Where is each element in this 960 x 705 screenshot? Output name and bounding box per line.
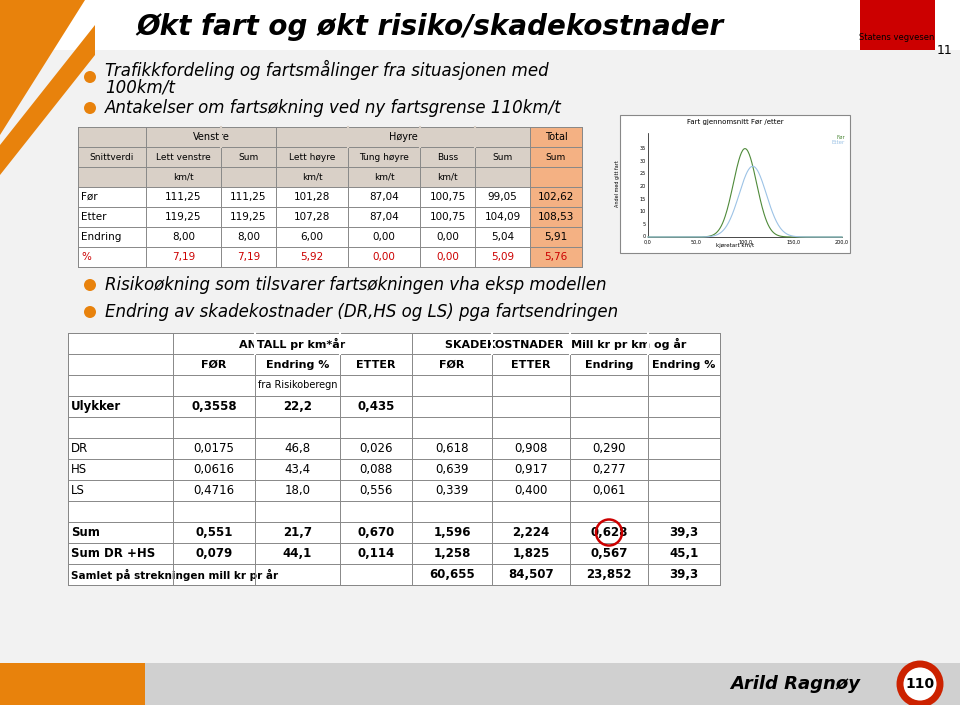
Text: 101,28: 101,28 — [294, 192, 330, 202]
Text: SKADEKOSTNADER  Mill kr pr km og år: SKADEKOSTNADER Mill kr pr km og år — [445, 338, 686, 350]
Text: Endring %: Endring % — [266, 360, 329, 369]
Text: Sum: Sum — [546, 152, 566, 161]
Text: 22,2: 22,2 — [283, 400, 312, 413]
Text: Venstre: Venstre — [193, 132, 229, 142]
Text: Sum: Sum — [71, 526, 100, 539]
Text: 43,4: 43,4 — [284, 463, 311, 476]
Text: 5,91: 5,91 — [544, 232, 567, 242]
Text: 0,551: 0,551 — [195, 526, 232, 539]
Text: 0,290: 0,290 — [592, 442, 626, 455]
Text: 0,908: 0,908 — [515, 442, 548, 455]
FancyBboxPatch shape — [0, 0, 960, 50]
Text: 0,3558: 0,3558 — [191, 400, 237, 413]
Text: FØR: FØR — [202, 360, 227, 369]
Text: 20: 20 — [639, 184, 646, 189]
Text: Sum: Sum — [492, 152, 513, 161]
Text: 1,258: 1,258 — [433, 547, 470, 560]
Text: 39,3: 39,3 — [669, 526, 699, 539]
Text: 100km/t: 100km/t — [105, 78, 175, 96]
FancyBboxPatch shape — [530, 167, 582, 187]
Text: 0,339: 0,339 — [435, 484, 468, 497]
Text: Antakelser om fartsøkning ved ny fartsgrense 110km/t: Antakelser om fartsøkning ved ny fartsgr… — [105, 99, 562, 117]
Circle shape — [84, 306, 96, 318]
Text: 102,62: 102,62 — [538, 192, 574, 202]
Text: 0,628: 0,628 — [590, 526, 628, 539]
Text: LS: LS — [71, 484, 84, 497]
Text: km/t: km/t — [301, 173, 323, 181]
FancyBboxPatch shape — [78, 127, 582, 267]
Text: 23,852: 23,852 — [587, 568, 632, 581]
Text: km/t: km/t — [173, 173, 194, 181]
Text: DR: DR — [71, 442, 88, 455]
Text: Ulykker: Ulykker — [71, 400, 121, 413]
FancyBboxPatch shape — [530, 187, 582, 207]
Text: 11: 11 — [937, 44, 953, 56]
Text: 0,079: 0,079 — [196, 547, 232, 560]
Text: 44,1: 44,1 — [283, 547, 312, 560]
FancyBboxPatch shape — [620, 115, 850, 253]
Text: Etter: Etter — [831, 140, 845, 145]
Text: 87,04: 87,04 — [370, 192, 398, 202]
Text: 0,618: 0,618 — [435, 442, 468, 455]
Text: 119,25: 119,25 — [165, 212, 202, 222]
Text: 46,8: 46,8 — [284, 442, 311, 455]
Text: 2,224: 2,224 — [513, 526, 550, 539]
Text: 100,75: 100,75 — [429, 192, 466, 202]
Text: Trafikkfordeling og fartsmålinger fra situasjonen med: Trafikkfordeling og fartsmålinger fra si… — [105, 60, 548, 80]
Text: 45,1: 45,1 — [669, 547, 699, 560]
Text: 100,0: 100,0 — [738, 240, 752, 245]
Text: 104,09: 104,09 — [485, 212, 520, 222]
Text: Andel med gitt fart: Andel med gitt fart — [615, 161, 620, 207]
Text: FØR: FØR — [440, 360, 465, 369]
Text: Lett høyre: Lett høyre — [289, 152, 335, 161]
Text: Høyre: Høyre — [389, 132, 418, 142]
Text: %: % — [81, 252, 91, 262]
FancyBboxPatch shape — [860, 0, 935, 50]
FancyBboxPatch shape — [530, 247, 582, 267]
Text: Endring %: Endring % — [652, 360, 716, 369]
Text: 60,655: 60,655 — [429, 568, 475, 581]
Text: 7,19: 7,19 — [172, 252, 195, 262]
Text: 10: 10 — [639, 209, 646, 214]
Text: HS: HS — [71, 463, 87, 476]
FancyBboxPatch shape — [530, 147, 582, 167]
Text: Fart gjennomsnitt Før /etter: Fart gjennomsnitt Før /etter — [686, 119, 783, 125]
Text: 107,28: 107,28 — [294, 212, 330, 222]
Text: 111,25: 111,25 — [165, 192, 202, 202]
Text: 119,25: 119,25 — [230, 212, 267, 222]
FancyBboxPatch shape — [530, 127, 582, 147]
FancyBboxPatch shape — [0, 663, 145, 705]
Text: Tung høyre: Tung høyre — [359, 152, 409, 161]
Text: km/t: km/t — [437, 173, 458, 181]
Circle shape — [84, 279, 96, 291]
Text: 25: 25 — [639, 171, 646, 176]
Text: 0,917: 0,917 — [515, 463, 548, 476]
Text: 99,05: 99,05 — [488, 192, 517, 202]
Text: Lett venstre: Lett venstre — [156, 152, 211, 161]
Text: 15: 15 — [639, 197, 646, 202]
Text: 8,00: 8,00 — [237, 232, 260, 242]
Text: Risikoøkning som tilsvarer fartsøkningen vha eksp modellen: Risikoøkning som tilsvarer fartsøkningen… — [105, 276, 607, 294]
FancyBboxPatch shape — [78, 167, 530, 187]
FancyBboxPatch shape — [0, 50, 960, 663]
Text: 50,0: 50,0 — [691, 240, 702, 245]
Text: fra Risikoberegn: fra Risikoberegn — [257, 381, 337, 391]
Text: 21,7: 21,7 — [283, 526, 312, 539]
Text: 0,088: 0,088 — [359, 463, 393, 476]
Text: 8,00: 8,00 — [172, 232, 195, 242]
Text: 0: 0 — [643, 235, 646, 240]
Text: 39,3: 39,3 — [669, 568, 699, 581]
Text: 0,670: 0,670 — [357, 526, 395, 539]
Text: 84,507: 84,507 — [508, 568, 554, 581]
Text: ETTER: ETTER — [356, 360, 396, 369]
Text: 0,00: 0,00 — [372, 252, 396, 262]
Text: 5,09: 5,09 — [491, 252, 514, 262]
Text: Endring: Endring — [585, 360, 634, 369]
Text: 1,596: 1,596 — [433, 526, 470, 539]
Text: Sum DR +HS: Sum DR +HS — [71, 547, 156, 560]
FancyBboxPatch shape — [530, 227, 582, 247]
Text: 0,114: 0,114 — [357, 547, 395, 560]
Text: Endring: Endring — [81, 232, 121, 242]
Text: 0,639: 0,639 — [435, 463, 468, 476]
